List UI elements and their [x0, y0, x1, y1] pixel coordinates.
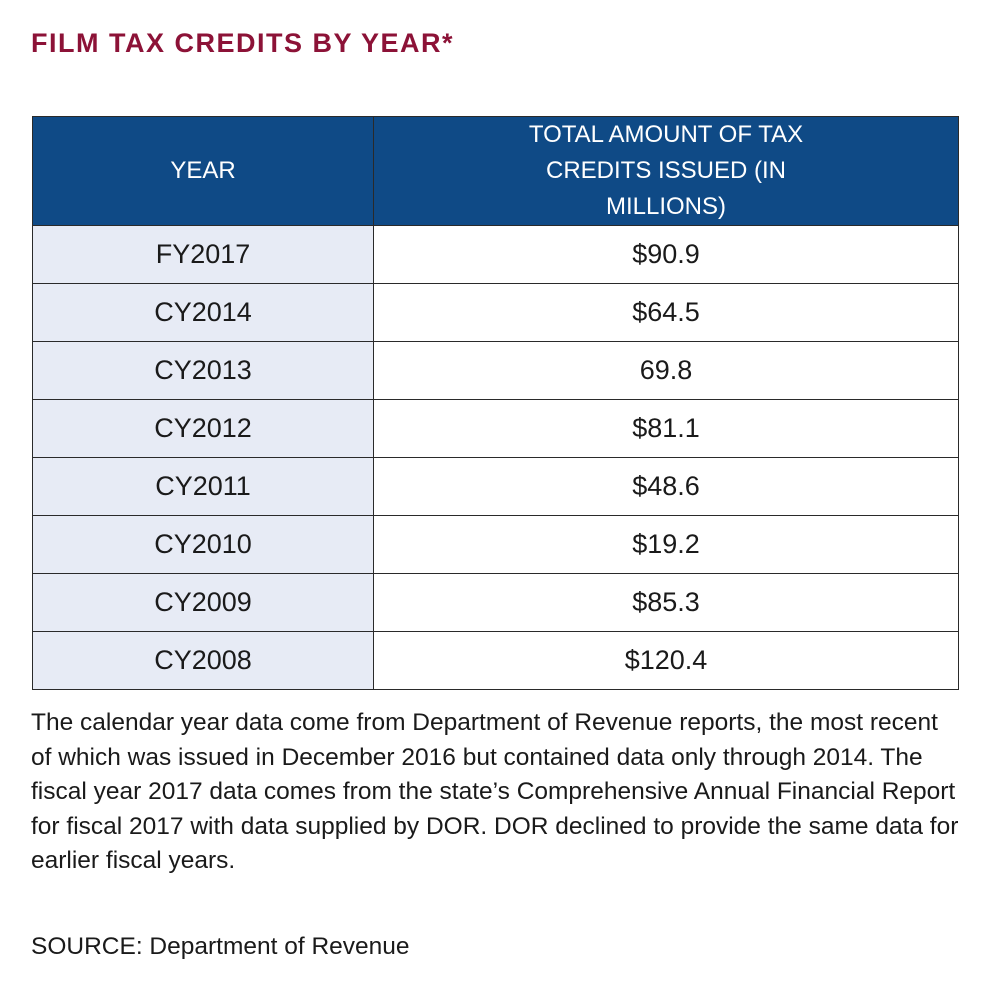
year-cell: CY2010	[32, 515, 374, 574]
amount-cell: 69.8	[373, 341, 959, 400]
table-row: CY2010 $19.2	[32, 515, 959, 574]
year-cell: CY2013	[32, 341, 374, 400]
tax-credit-table-container: YEAR TOTAL AMOUNT OF TAX CREDITS ISSUED …	[32, 116, 959, 690]
tax-credit-table: YEAR TOTAL AMOUNT OF TAX CREDITS ISSUED …	[32, 116, 959, 690]
header-amount-label: TOTAL AMOUNT OF TAX CREDITS ISSUED (IN M…	[528, 121, 804, 220]
year-cell: CY2008	[32, 631, 374, 690]
header-row: YEAR TOTAL AMOUNT OF TAX CREDITS ISSUED …	[32, 116, 959, 226]
chart-title: FILM TAX CREDITS BY YEAR*	[31, 28, 455, 58]
amount-cell: $19.2	[373, 515, 959, 574]
amount-cell: $90.9	[373, 225, 959, 284]
amount-cell: $120.4	[373, 631, 959, 690]
table-row: CY2009 $85.3	[32, 573, 959, 632]
source-text: SOURCE: Department of Revenue	[31, 933, 410, 960]
year-cell: CY2014	[32, 283, 374, 342]
amount-cell: $64.5	[373, 283, 959, 342]
amount-cell: $48.6	[373, 457, 959, 516]
header-amount: TOTAL AMOUNT OF TAX CREDITS ISSUED (IN M…	[373, 116, 959, 226]
table-row: CY2012 $81.1	[32, 399, 959, 458]
year-cell: CY2009	[32, 573, 374, 632]
table-row: CY2008 $120.4	[32, 631, 959, 690]
year-cell: CY2012	[32, 399, 374, 458]
amount-cell: $81.1	[373, 399, 959, 458]
footnote-text: The calendar year data come from Departm…	[31, 709, 959, 874]
year-cell: FY2017	[32, 225, 374, 284]
header-year: YEAR	[32, 116, 374, 226]
amount-cell: $85.3	[373, 573, 959, 632]
table-row: CY2014 $64.5	[32, 283, 959, 342]
year-cell: CY2011	[32, 457, 374, 516]
table-row: CY2013 69.8	[32, 341, 959, 400]
table-row: CY2011 $48.6	[32, 457, 959, 516]
table-row: FY2017 $90.9	[32, 225, 959, 284]
